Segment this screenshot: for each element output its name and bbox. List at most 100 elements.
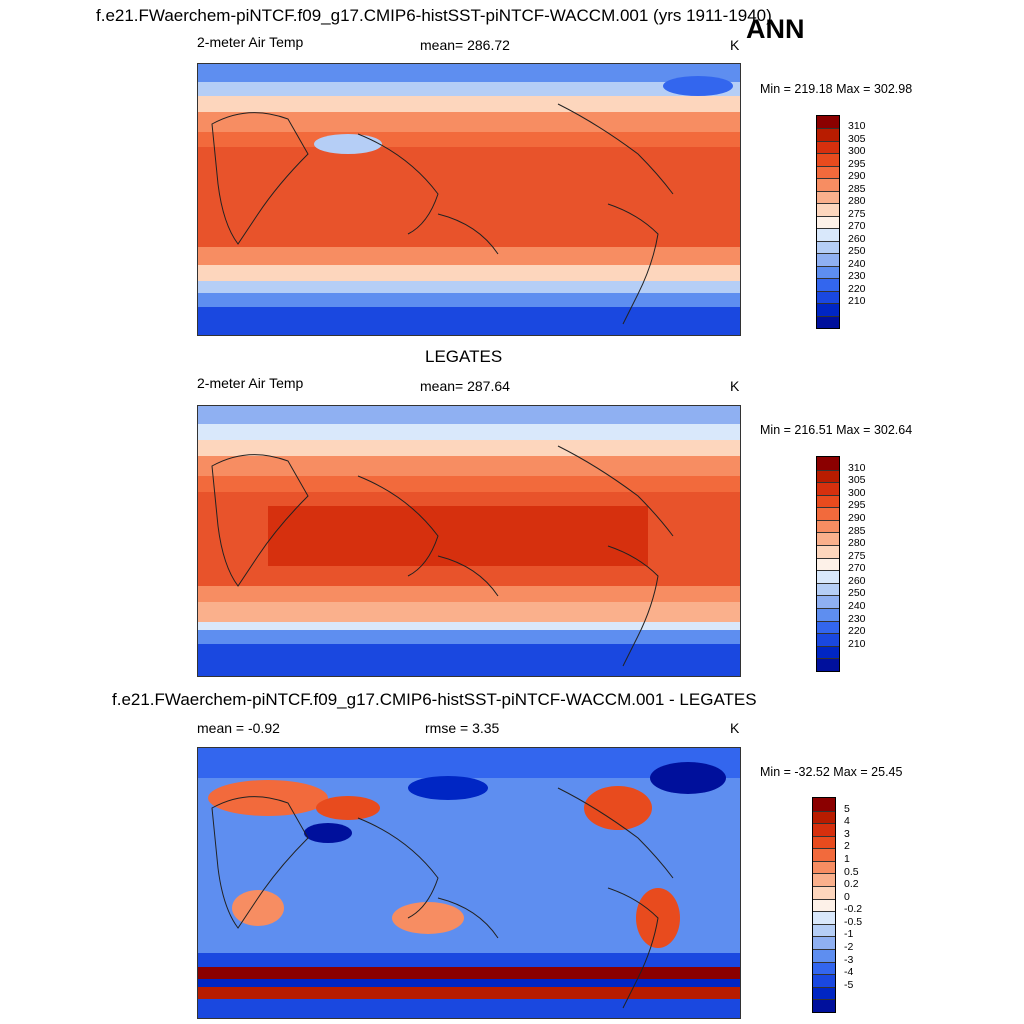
colorbar-tick-label: 1 [844,852,850,865]
panel1-antarctic-edge-band [198,293,740,307]
panel1-asia-outline [357,133,439,235]
colorbar-tick-label: 300 [848,486,866,499]
panel1-arctic-band [198,64,740,82]
panel3-mean-label: mean = -0.92 [197,720,280,736]
colorbar-segment [813,911,835,924]
panel3-central-asia-warm [316,796,380,820]
colorbar-tick-label: 275 [848,207,866,220]
panel3-siberia-cold [408,776,488,800]
panel3-minmax-label: Min = -32.52 Max = 25.45 [760,765,903,779]
panel1-north-midlat-band [198,96,740,112]
colorbar-segment [817,595,839,608]
panel1-australia-outline [437,213,499,255]
colorbar-tick-label: 270 [848,562,866,575]
colorbar-segment [813,936,835,949]
panel2-asia-outline [357,475,439,577]
panel1-map [197,63,741,336]
panel3-north-america-outline [557,787,674,879]
figure-title: f.e21.FWaerchem-piNTCF.f09_g17.CMIP6-his… [96,6,772,25]
panel2-antarctica-band [198,644,740,676]
colorbar-segment [813,886,835,899]
panel1-north-america-outline [557,103,674,195]
colorbar-tick-label: -3 [844,953,854,966]
colorbar-segment [817,494,839,508]
panel2-north-midlat-band [198,440,740,456]
panel3-antarctica-base [198,999,740,1018]
colorbar-segment [813,898,835,912]
colorbar-tick-label: 280 [848,195,866,208]
colorbar-segment [817,140,839,154]
colorbar-segment [817,116,839,129]
panel2-north-subtrop-band [198,456,740,476]
colorbar-tick-label: 310 [848,120,866,133]
panel3-africa-outline [211,796,309,929]
colorbar-tick-label: 210 [848,637,866,650]
colorbar-tick-label: 0.5 [844,865,859,878]
colorbar-tick-label: 250 [848,245,866,258]
colorbar-tick-label: 290 [848,170,866,183]
colorbar-segment [813,961,835,975]
panel2-subarctic-band [198,424,740,440]
panel3-north-america-warm [584,786,652,830]
panel2-title: LEGATES [425,347,503,366]
colorbar-segment [817,645,839,659]
panel2-map [197,405,741,677]
panel3-map-svg [198,748,740,1018]
colorbar-segment [813,999,835,1012]
colorbar-tick-label: 4 [844,815,850,828]
panel2-north-warm-band [198,476,740,492]
colorbar-segment [813,923,835,937]
colorbar-tick-label: 230 [848,612,866,625]
colorbar-tick-label: 270 [848,220,866,233]
colorbar-segment [817,228,839,241]
colorbar-tick-label: 300 [848,145,866,158]
panel1-tibet-cold [314,134,382,154]
panel2-colorbar [816,456,840,672]
panel1-mean-label: mean= 286.72 [420,37,510,53]
colorbar-tick-label: 260 [848,232,866,245]
panel2-warm-pool [268,506,648,566]
colorbar-segment [817,178,839,191]
panel2-south-midlat-band [198,602,740,622]
colorbar-segment [813,860,835,874]
panel1-map-svg [198,64,740,335]
panel1-greenland-cold [663,76,733,96]
panel1-north-warm-band [198,132,740,147]
colorbar-segment [813,974,835,987]
colorbar-segment [817,203,839,216]
panel1-variable-label: 2-meter Air Temp [197,34,304,50]
colorbar-tick-label: 305 [848,474,866,487]
colorbar-segment [813,873,835,887]
colorbar-tick-label: 285 [848,182,866,195]
colorbar-tick-label: 275 [848,549,866,562]
colorbar-tick-label: -5 [844,978,854,991]
colorbar-tick-label: 0.2 [844,878,859,891]
colorbar-segment [813,798,835,811]
panel1-units-label: K [730,37,740,53]
panel2-south-subtrop-band [198,586,740,602]
panel3-antarctic-warm-strip [198,987,740,999]
colorbar-segment [817,215,839,229]
panel3-antarctic-edge-warm [198,967,740,979]
panel1-south-cool-band [198,281,740,293]
panel2-mean-label: mean= 287.64 [420,378,510,394]
panel3-antarctic-cold-strip [198,979,740,987]
panel3-rmse-label: rmse = 3.35 [425,720,500,736]
colorbar-segment [813,948,835,962]
colorbar-segment [817,315,839,328]
panel2-minmax-label: Min = 216.51 Max = 302.64 [760,423,913,437]
colorbar-tick-label: 3 [844,827,850,840]
colorbar-tick-label: 230 [848,270,866,283]
colorbar-segment [817,165,839,179]
colorbar-segment [813,823,835,836]
colorbar-tick-label: 240 [848,257,866,270]
colorbar-tick-label: 280 [848,537,866,550]
colorbar-segment [817,190,839,204]
colorbar-segment [817,265,839,279]
colorbar-tick-label: 285 [848,524,866,537]
panel1-south-subtrop-band [198,247,740,265]
colorbar-segment [817,607,839,621]
panel3-asia-outline [357,817,439,919]
panel2-south-america-outline [607,545,659,667]
panel2-arctic-band [198,406,740,424]
